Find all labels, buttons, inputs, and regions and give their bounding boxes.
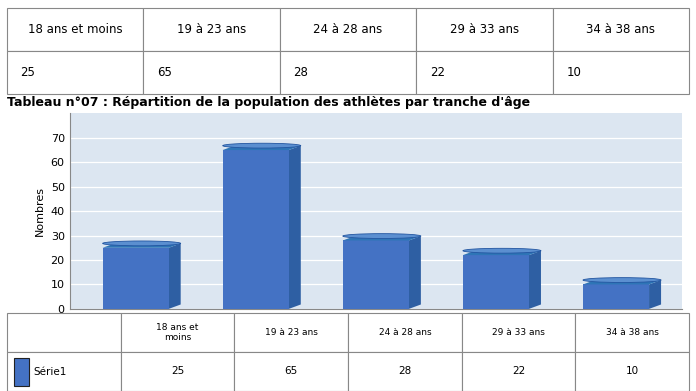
Bar (343, 240, 409, 309)
Bar (102, 248, 168, 309)
Polygon shape (168, 243, 181, 309)
Text: Série1: Série1 (33, 367, 66, 377)
Polygon shape (343, 236, 421, 240)
Y-axis label: Nombres: Nombres (35, 186, 45, 236)
Bar (583, 285, 649, 309)
Bar (14, 358, 29, 386)
Polygon shape (649, 280, 661, 309)
Text: Tableau n°07 : Répartition de la population des athlètes par tranche d'âge: Tableau n°07 : Répartition de la populat… (7, 96, 530, 109)
Polygon shape (583, 280, 661, 285)
Ellipse shape (583, 278, 661, 282)
Polygon shape (409, 236, 421, 309)
Ellipse shape (463, 248, 541, 253)
Ellipse shape (223, 143, 301, 148)
Polygon shape (223, 145, 301, 150)
Bar (463, 255, 529, 309)
Polygon shape (289, 145, 301, 309)
Polygon shape (529, 251, 541, 309)
Polygon shape (102, 243, 181, 248)
Bar (223, 150, 289, 309)
Polygon shape (463, 251, 541, 255)
Ellipse shape (102, 241, 181, 246)
Ellipse shape (343, 234, 421, 239)
